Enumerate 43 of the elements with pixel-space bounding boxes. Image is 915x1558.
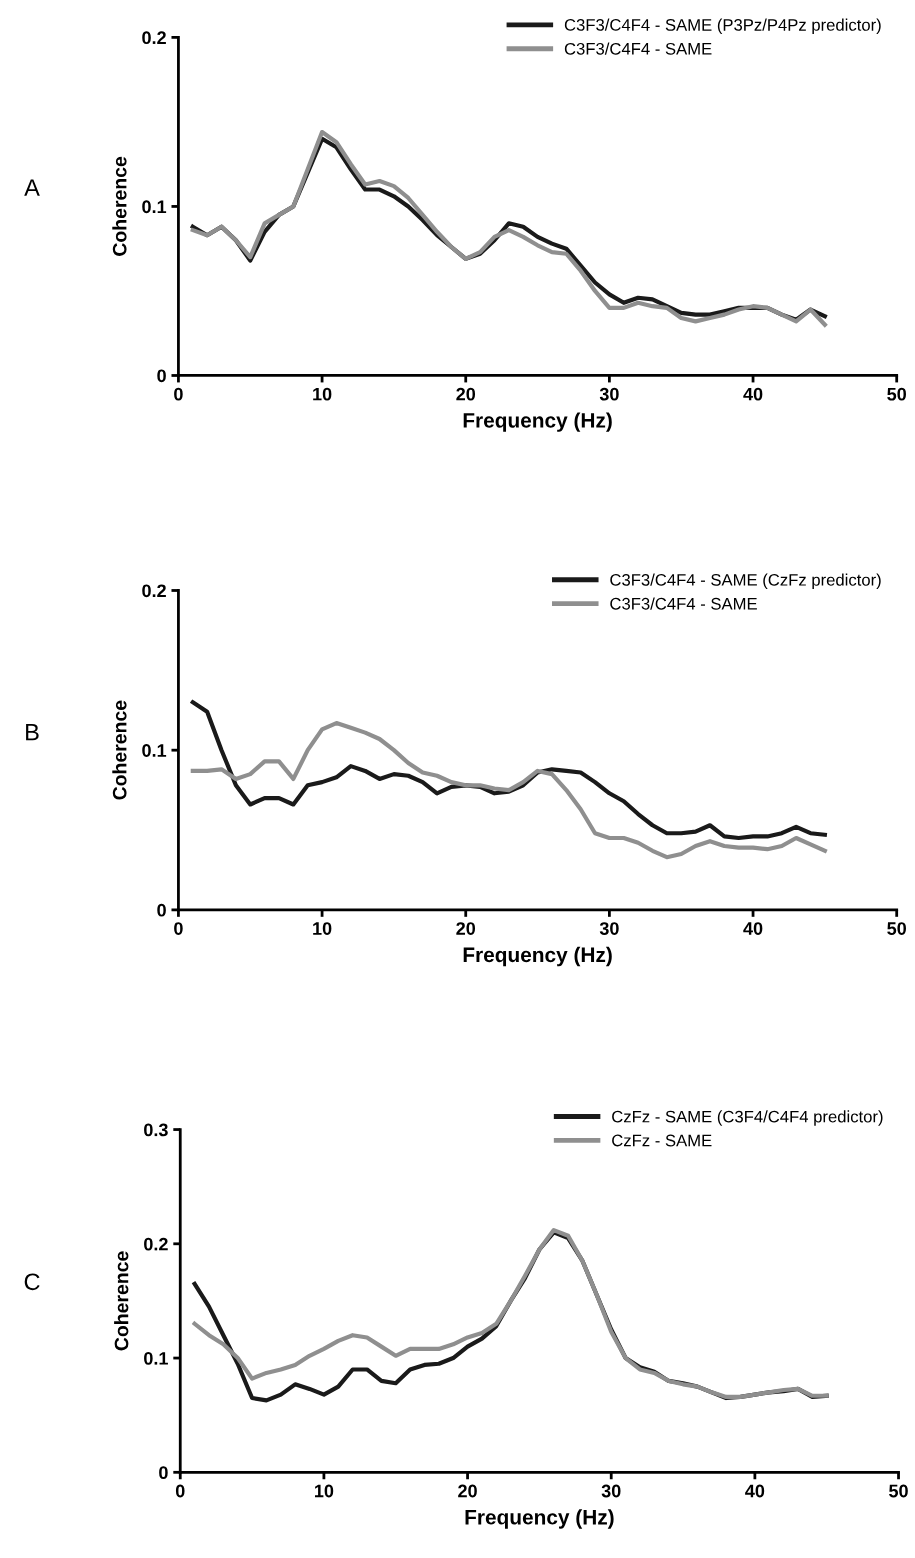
y-tick-label: 0.1 [142, 744, 167, 757]
y-axis-title: Coherence [112, 156, 127, 256]
text: B [26, 724, 39, 741]
x-tick-label: 0 [174, 387, 183, 401]
y-axis-title: Coherence [112, 700, 127, 800]
x-tick-label: 30 [601, 1484, 621, 1498]
x-tick-label: 30 [599, 387, 619, 401]
x-tick-label: 50 [887, 922, 906, 935]
y-tick-label: 0 [157, 369, 166, 383]
x-tick-label: 0 [174, 922, 183, 935]
legend-label: C3F3/C4F4 - SAME (P3Pz/P4Pz predictor) [564, 18, 881, 35]
text: A [24, 179, 40, 196]
x-axis-title: Frequency (Hz) [463, 946, 612, 967]
y-tick-label: 0.2 [142, 31, 166, 45]
y-axis-title: Coherence [114, 1251, 129, 1351]
x-tick-label: 50 [887, 387, 906, 401]
x-tick-label: 10 [313, 922, 332, 935]
x-tick-label: 40 [743, 922, 763, 935]
legend-label: C3F3/C4F4 - SAME [610, 597, 757, 610]
x-axis-title: Frequency (Hz) [463, 412, 612, 432]
x-tick-label: 20 [458, 1484, 477, 1498]
y-tick-label: 0.2 [144, 1237, 168, 1251]
x-tick-label: 10 [315, 1484, 334, 1498]
y-tick-label: 0 [157, 903, 166, 917]
y-tick-label: 0 [159, 1466, 168, 1480]
legend-label: CzFz - SAME (C3F4/C4F4 predictor) [612, 1110, 883, 1126]
x-tick-label: 50 [889, 1484, 908, 1498]
y-tick-label: 0.2 [142, 584, 166, 598]
x-tick-label: 30 [599, 922, 619, 935]
x-tick-label: 20 [456, 922, 476, 935]
text: C [24, 1273, 40, 1291]
y-tick-label: 0.1 [142, 200, 167, 214]
x-axis-title: Frequency (Hz) [465, 1509, 614, 1529]
x-tick-label: 0 [175, 1484, 185, 1498]
legend-label: C3F3/C4F4 - SAME (CzFz predictor) [610, 573, 881, 590]
x-tick-label: 40 [743, 387, 763, 401]
legend-label: CzFz - SAME [612, 1134, 712, 1147]
legend-label: C3F3/C4F4 - SAME [564, 42, 712, 55]
y-tick-label: 0.3 [144, 1123, 168, 1137]
y-tick-label: 0.1 [144, 1351, 168, 1365]
x-tick-label: 10 [313, 387, 332, 401]
x-tick-label: 40 [745, 1484, 765, 1498]
x-tick-label: 20 [456, 387, 476, 401]
